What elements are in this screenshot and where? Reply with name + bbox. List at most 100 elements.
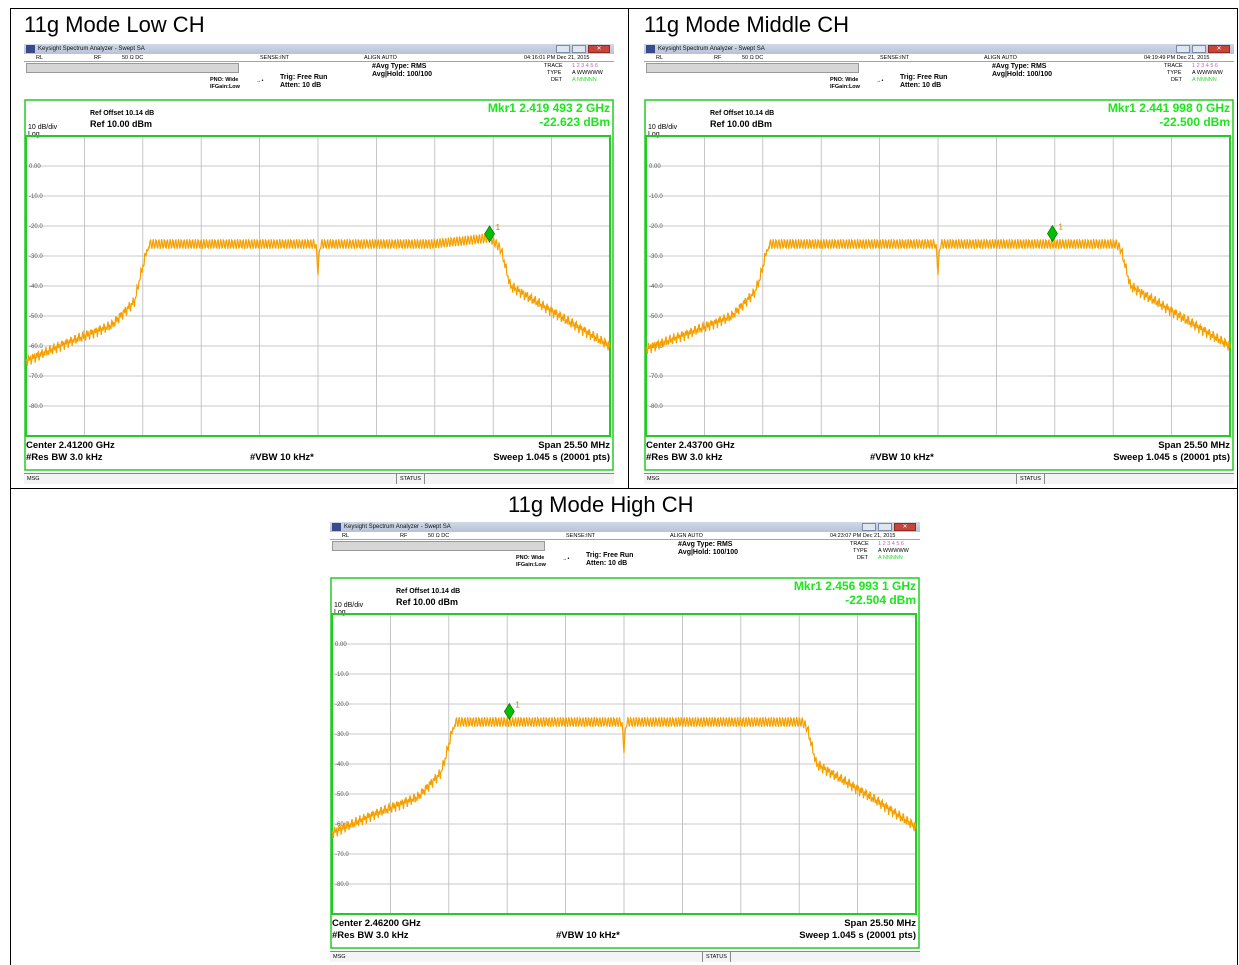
scale-label: 10 dB/div xyxy=(28,124,58,131)
span-label: Span 25.50 MHz xyxy=(844,918,916,929)
spectrum-trace xyxy=(645,238,1231,355)
app-icon xyxy=(646,45,655,53)
ref-offset: Ref Offset 10.14 dB xyxy=(396,588,461,595)
display-frame xyxy=(24,99,614,471)
y-tick-label: -80.0 xyxy=(335,882,349,888)
table-border-mid xyxy=(628,8,629,488)
rf-label: RF xyxy=(94,55,102,61)
ref-offset: Ref Offset 10.14 dB xyxy=(90,110,155,117)
y-tick-label: -40.0 xyxy=(29,284,43,290)
pno-label: PNO: Wide xyxy=(516,555,545,561)
window-title: Keysight Spectrum Analyzer - Swept SA xyxy=(344,524,451,530)
restore-button[interactable] xyxy=(878,523,892,531)
rl-label: RL xyxy=(342,533,350,539)
y-tick-label: -10.0 xyxy=(649,194,663,200)
display-frame xyxy=(330,577,920,949)
input-bar[interactable] xyxy=(332,541,545,551)
marker-frequency: Mkr1 2.441 998 0 GHz xyxy=(1107,101,1230,115)
marker-diamond xyxy=(484,225,495,243)
spectrum-panel-low: Keysight Spectrum Analyzer - Swept SA ✕ … xyxy=(24,44,614,484)
avg-type-label: #Avg Type: RMS xyxy=(372,63,427,70)
center-frequency: Center 2.41200 GHz xyxy=(26,440,115,451)
center-frequency: Center 2.46200 GHz xyxy=(332,918,421,929)
marker-number: 1 xyxy=(515,701,520,710)
trace-numbers: 1 2 3 4 5 6 xyxy=(878,541,904,547)
marker-amplitude: -22.500 dBm xyxy=(1159,115,1230,129)
marker-amplitude: -22.504 dBm xyxy=(845,593,916,607)
close-icon: ✕ xyxy=(1216,46,1222,52)
status-label: STATUS xyxy=(396,474,425,484)
msg-label: MSG xyxy=(333,954,346,960)
rbw-label: #Res BW 3.0 kHz xyxy=(26,452,103,463)
spectrum-trace xyxy=(331,716,917,839)
y-tick-label: -80.0 xyxy=(29,404,43,410)
status-label: STATUS xyxy=(1016,474,1045,484)
minimize-button[interactable] xyxy=(862,523,876,531)
trig-label: Trig: Free Run xyxy=(586,552,634,559)
det-label: DET xyxy=(857,555,868,561)
sweep-label: Sweep 1.045 s (20001 pts) xyxy=(1113,452,1230,463)
y-tick-label: -70.0 xyxy=(335,852,349,858)
msg-label: MSG xyxy=(27,476,40,482)
minimize-button[interactable] xyxy=(556,45,570,53)
type-value: A WWWWW xyxy=(572,70,603,76)
rl-label: RL xyxy=(36,55,44,61)
input-bar[interactable] xyxy=(646,63,859,73)
y-tick-label: -50.0 xyxy=(29,314,43,320)
display-frame xyxy=(644,99,1234,471)
status-label: STATUS xyxy=(702,952,731,962)
y-tick-label: -20.0 xyxy=(335,702,349,708)
log-label: Log xyxy=(334,609,346,616)
y-tick-label: -70.0 xyxy=(649,374,663,380)
impedance-label: 50 Ω DC xyxy=(428,533,450,539)
type-value: A WWWWW xyxy=(878,548,909,554)
trig-arrow-icon: →• xyxy=(256,78,264,84)
status-row: RL RF 50 Ω DC SENSE:INT ALIGN AUTO 04:16… xyxy=(24,54,614,62)
y-tick-label: -50.0 xyxy=(649,314,663,320)
avg-hold-label: Avg|Hold: 100/100 xyxy=(678,549,739,556)
atten-label: Atten: 10 dB xyxy=(280,82,322,89)
trace-numbers: 1 2 3 4 5 6 xyxy=(1192,63,1218,69)
vbw-label: #VBW 10 kHz* xyxy=(870,452,934,463)
marker-diamond xyxy=(1047,224,1058,243)
span-label: Span 25.50 MHz xyxy=(1158,440,1230,451)
impedance-label: 50 Ω DC xyxy=(742,55,764,61)
atten-label: Atten: 10 dB xyxy=(586,560,628,567)
type-label: TYPE xyxy=(1167,70,1182,76)
y-tick-label: 0.00 xyxy=(29,164,41,170)
restore-button[interactable] xyxy=(1192,45,1206,53)
avg-hold-label: Avg|Hold: 100/100 xyxy=(992,71,1053,78)
align-label: ALIGN AUTO xyxy=(364,55,397,61)
det-label: DET xyxy=(551,77,562,83)
spectrum-plot: 0.00 -10.0 -20.0 -30.0 -40.0 -50.0 -60.0 -70.0 -… xyxy=(24,99,614,471)
close-button[interactable]: ✕ xyxy=(894,523,916,531)
message-bar: MSG STATUS xyxy=(330,951,920,962)
y-tick-label: -30.0 xyxy=(29,254,43,260)
rf-label: RF xyxy=(400,533,408,539)
close-button[interactable]: ✕ xyxy=(588,45,610,53)
vbw-label: #VBW 10 kHz* xyxy=(250,452,314,463)
det-label: DET xyxy=(1171,77,1182,83)
spectrum-trace xyxy=(25,232,611,367)
y-tick-label: 0.00 xyxy=(649,164,661,170)
scale-label: 10 dB/div xyxy=(648,124,678,131)
timestamp: 04:19:49 PM Dec 21, 2015 xyxy=(1144,55,1210,61)
marker-amplitude: -22.623 dBm xyxy=(539,115,610,129)
det-value: A NNNNN xyxy=(572,77,597,83)
y-tick-label: -60.0 xyxy=(335,822,349,828)
close-button[interactable]: ✕ xyxy=(1208,45,1230,53)
type-label: TYPE xyxy=(547,70,562,76)
input-bar[interactable] xyxy=(26,63,239,73)
trig-label: Trig: Free Run xyxy=(900,74,948,81)
ifgain-label: IFGain:Low xyxy=(210,84,240,90)
atten-label: Atten: 10 dB xyxy=(900,82,942,89)
restore-button[interactable] xyxy=(572,45,586,53)
minimize-button[interactable] xyxy=(1176,45,1190,53)
ifgain-label: IFGain:Low xyxy=(516,562,546,568)
y-tick-label: -50.0 xyxy=(335,792,349,798)
pno-label: PNO: Wide xyxy=(830,77,859,83)
app-icon xyxy=(26,45,35,53)
y-tick-label: -60.0 xyxy=(29,344,43,350)
y-tick-label: -30.0 xyxy=(649,254,663,260)
center-frequency: Center 2.43700 GHz xyxy=(646,440,735,451)
